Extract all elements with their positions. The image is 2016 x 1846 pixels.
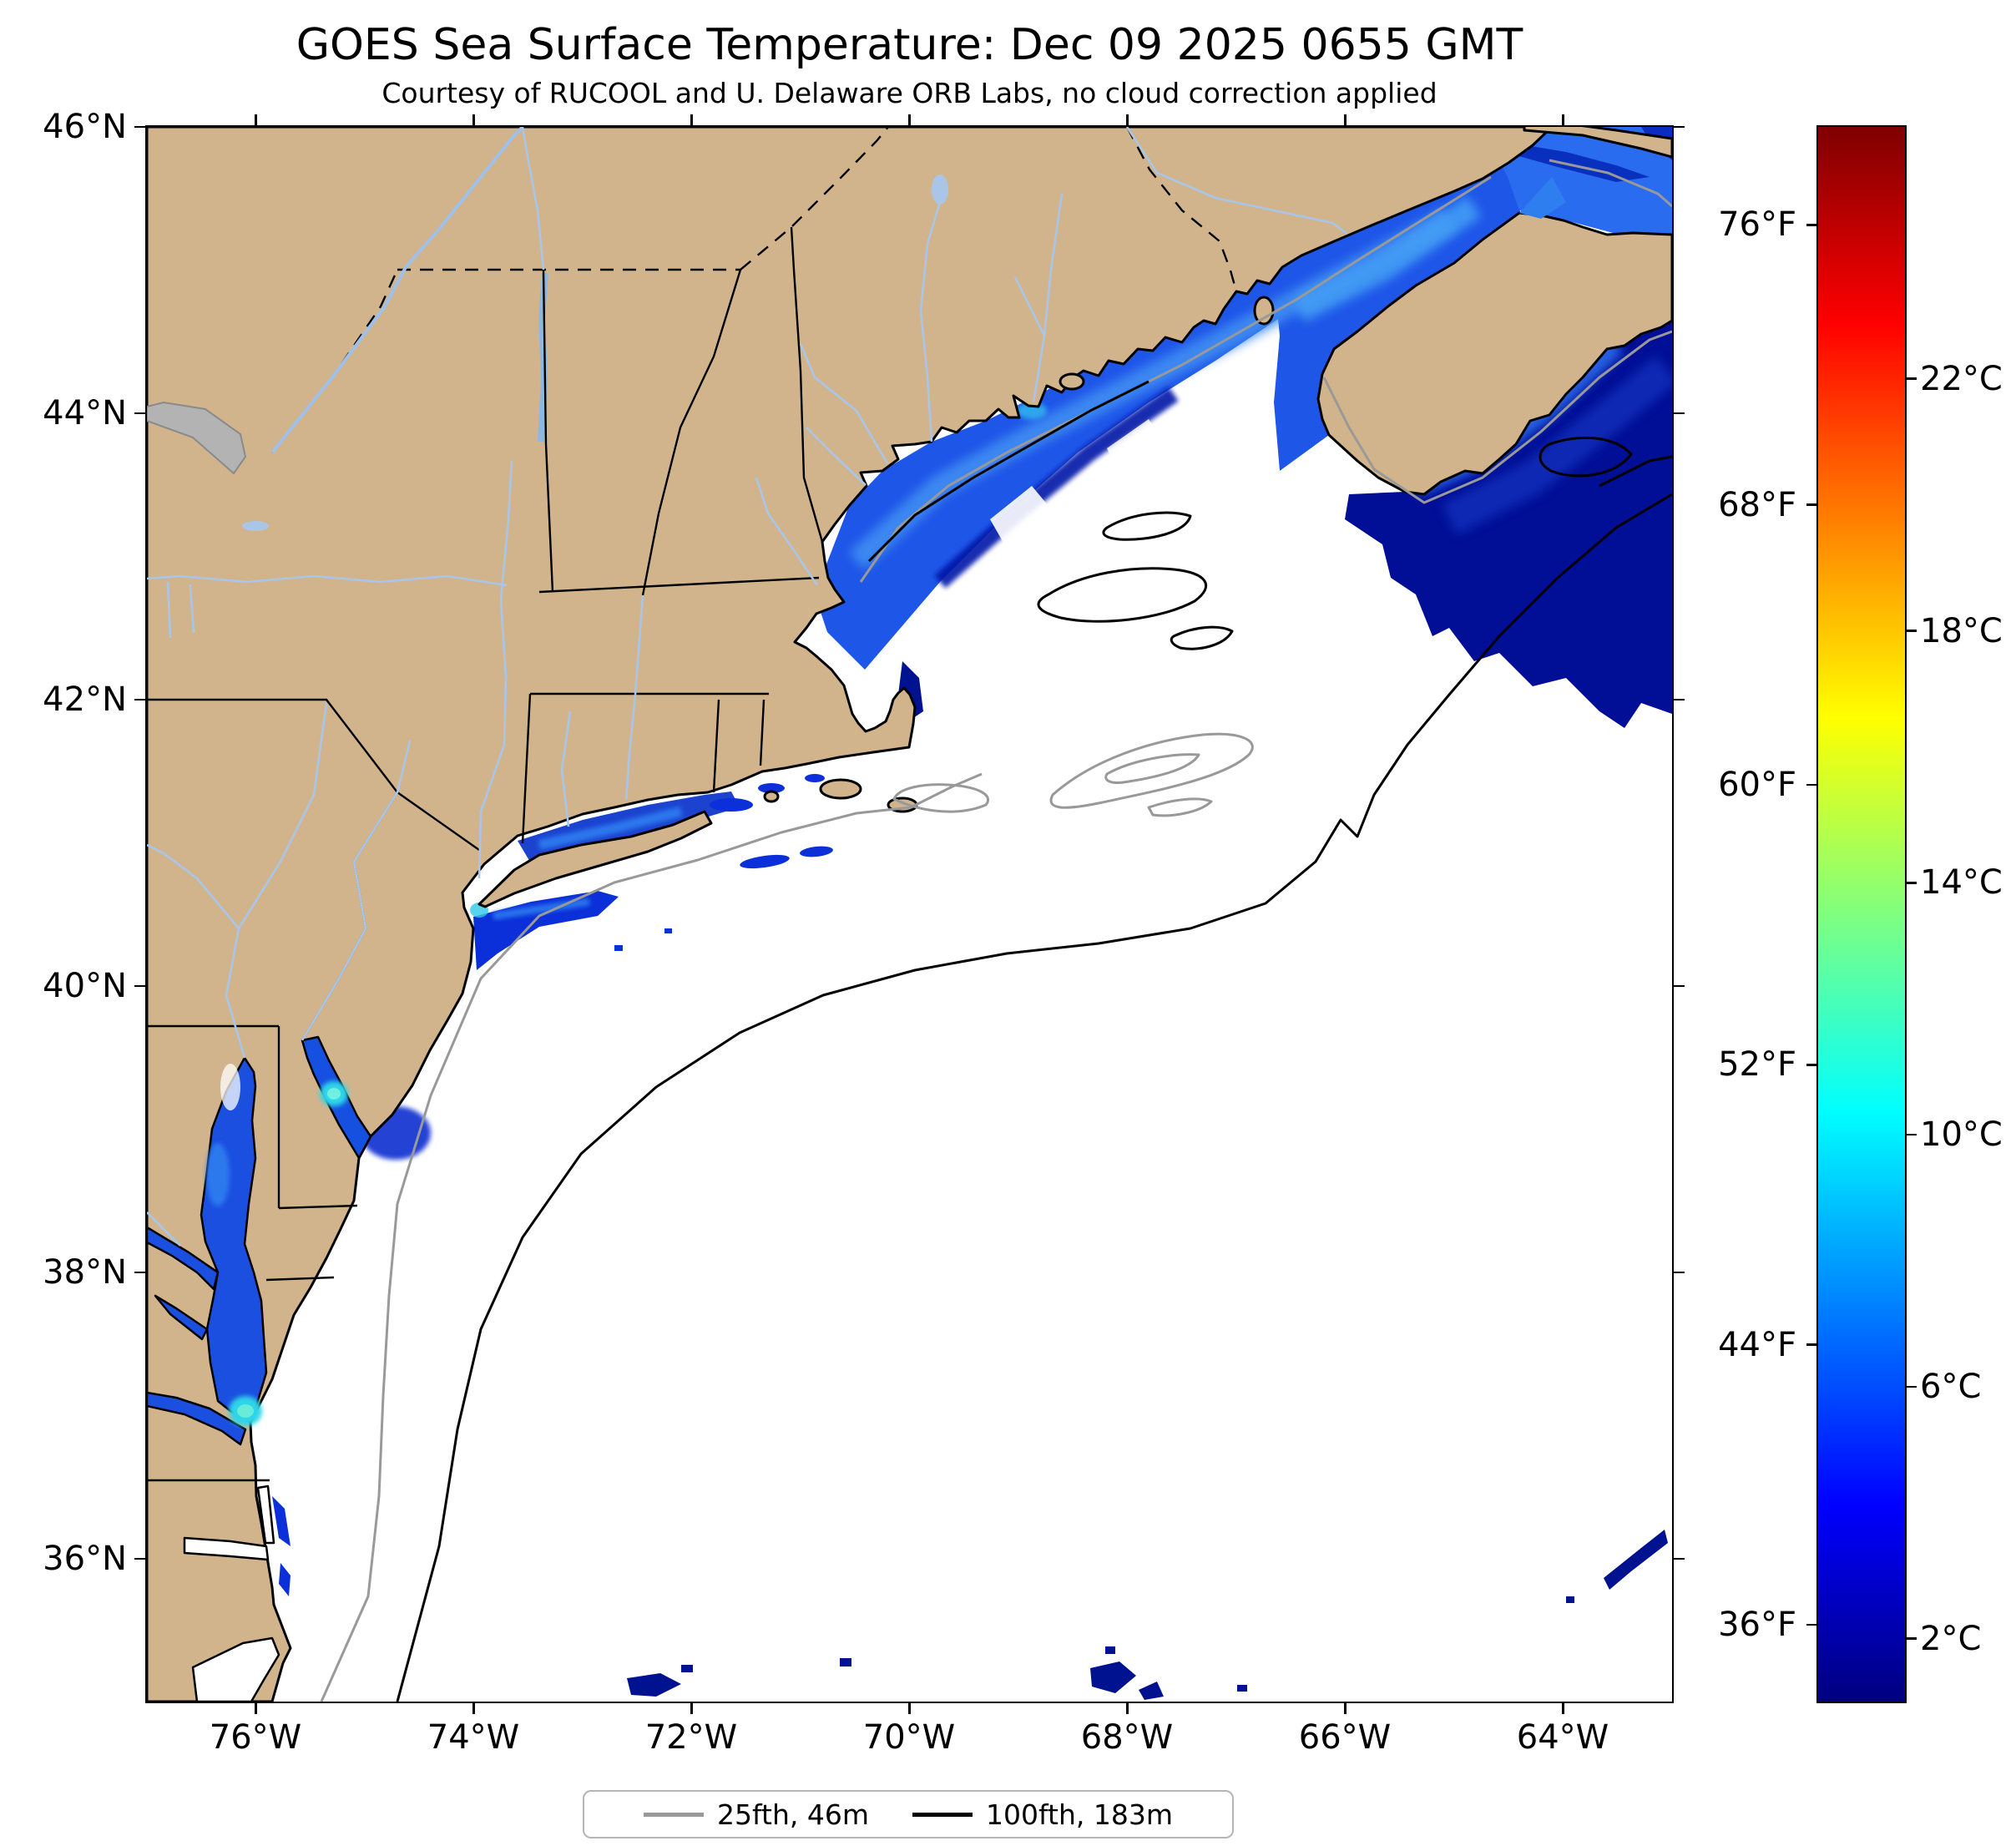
- legend-line-25fth-icon: [644, 1812, 704, 1817]
- axis-tick: [134, 984, 145, 988]
- colorbar-label-f: 52°F: [1718, 1045, 1796, 1084]
- y-tick-label: 36°N: [43, 1540, 127, 1578]
- axis-tick: [134, 698, 145, 701]
- axis-tick: [908, 1703, 911, 1714]
- axis-tick: [1806, 224, 1817, 226]
- y-tick-label: 44°N: [43, 394, 127, 432]
- colorbar-label-f: 44°F: [1718, 1326, 1796, 1364]
- axis-tick: [1906, 1385, 1917, 1388]
- colorbar-label-c: 22°C: [1920, 360, 2003, 398]
- y-tick-label: 46°N: [43, 108, 127, 146]
- grand-manan: [1253, 296, 1275, 326]
- x-tick-label: 72°W: [644, 1718, 738, 1757]
- colorbar-label-f: 36°F: [1718, 1606, 1796, 1644]
- axis-tick: [134, 412, 145, 415]
- minas-basin: [1519, 177, 1566, 219]
- axis-tick: [1126, 1703, 1129, 1714]
- axis-tick: [690, 1703, 693, 1714]
- axis-tick: [472, 114, 475, 125]
- axis-tick: [1906, 377, 1917, 380]
- currituck-sound: [256, 1484, 275, 1545]
- mount-desert: [1059, 372, 1085, 391]
- x-tick-label: 66°W: [1298, 1718, 1392, 1757]
- x-tick-label: 74°W: [427, 1718, 520, 1757]
- colorbar-label-f: 76°F: [1718, 205, 1796, 244]
- y-tick-label: 42°N: [43, 680, 127, 719]
- axis-tick: [1906, 1637, 1917, 1640]
- moosehead-lake: [932, 174, 948, 205]
- axis-tick: [1674, 1557, 1685, 1560]
- bathymetry-100fth-contour: [396, 380, 1673, 1702]
- colorbar-label-c: 6°C: [1920, 1368, 1982, 1406]
- albemarle-sound: [183, 1536, 270, 1561]
- colorbar-label-c: 18°C: [1920, 612, 2003, 650]
- axis-tick: [134, 1557, 145, 1560]
- axis-tick: [908, 114, 911, 125]
- colorbar-label-c: 14°C: [1920, 863, 2003, 902]
- y-tick-label: 38°N: [43, 1253, 127, 1292]
- axis-tick: [1562, 1703, 1564, 1714]
- map-plot-area: [145, 122, 1677, 1703]
- axis-tick: [255, 1703, 257, 1714]
- axis-tick: [1906, 630, 1917, 632]
- x-tick-label: 70°W: [862, 1718, 956, 1757]
- axis-tick: [134, 125, 145, 129]
- axis-tick: [1906, 1133, 1917, 1136]
- bathymetry-25fth-contour: [320, 159, 1673, 1702]
- axis-tick: [1806, 1064, 1817, 1066]
- axis-tick: [1906, 882, 1917, 884]
- axis-tick: [1674, 412, 1685, 415]
- legend-label-100fth: 100fth, 183m: [986, 1798, 1173, 1831]
- rappahannock-river: [154, 1294, 209, 1341]
- axis-tick: [1674, 698, 1685, 701]
- axis-tick: [1344, 114, 1347, 125]
- marthas-vineyard: [819, 778, 862, 800]
- potomac-river: [145, 1226, 220, 1291]
- state-borders: [147, 226, 824, 1482]
- sst-bays: [206, 1064, 348, 1426]
- land-layer: [145, 122, 1674, 1703]
- axis-tick: [1806, 1623, 1817, 1626]
- axis-tick: [1674, 1271, 1685, 1274]
- colorbar-label-c: 10°C: [1920, 1115, 2003, 1154]
- legend-item-25fth: 25fth, 46m: [644, 1798, 869, 1831]
- colorbar-label-f: 68°F: [1718, 486, 1796, 524]
- colorbar-label-f: 60°F: [1718, 766, 1796, 804]
- x-tick-label: 68°W: [1080, 1718, 1174, 1757]
- x-tick-label: 64°W: [1516, 1718, 1609, 1757]
- legend-item-100fth: 100fth, 183m: [912, 1798, 1173, 1831]
- axis-tick: [1674, 984, 1685, 988]
- lake-ontario-no-data: [146, 401, 247, 475]
- axis-tick: [1126, 114, 1129, 125]
- mainland: [145, 125, 1554, 1703]
- sst-map: [145, 122, 1677, 1703]
- axis-tick: [1674, 125, 1685, 129]
- y-tick-label: 40°N: [43, 967, 127, 1005]
- long-island: [477, 810, 713, 908]
- oneida-lake: [242, 521, 269, 531]
- figure-subtitle: Courtesy of RUCOOL and U. Delaware ORB L…: [381, 77, 1437, 109]
- axis-tick: [1806, 503, 1817, 506]
- axis-tick: [472, 1703, 475, 1714]
- colorbar-label-c: 2°C: [1920, 1620, 1982, 1658]
- block-island: [763, 790, 780, 803]
- rivers-layer: [146, 125, 1348, 1247]
- depth-contour-legend: 25fth, 46m 100fth, 183m: [583, 1790, 1234, 1838]
- james-river: [145, 1391, 247, 1446]
- axis-tick: [1344, 1703, 1347, 1714]
- figure-title: GOES Sea Surface Temperature: Dec 09 202…: [296, 20, 1523, 70]
- temperature-colorbar: [1816, 125, 1907, 1703]
- legend-label-25fth: 25fth, 46m: [717, 1798, 869, 1831]
- axis-tick: [134, 1271, 145, 1274]
- nova-scotia: [1316, 211, 1674, 496]
- axis-tick: [1806, 1343, 1817, 1346]
- legend-line-100fth-icon: [912, 1812, 973, 1817]
- axis-tick: [1562, 114, 1564, 125]
- axis-tick: [255, 114, 257, 125]
- axis-tick: [1806, 783, 1817, 786]
- x-tick-label: 76°W: [209, 1718, 302, 1757]
- axis-tick: [690, 114, 693, 125]
